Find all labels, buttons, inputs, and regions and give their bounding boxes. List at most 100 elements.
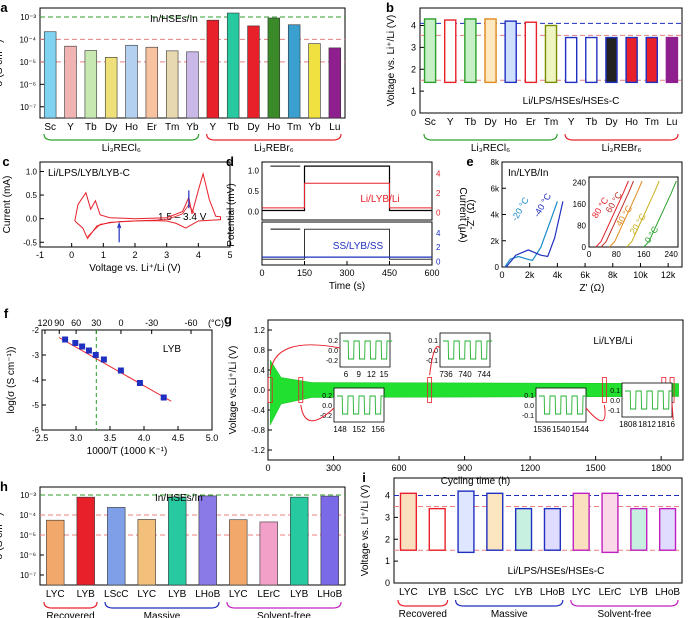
inset-y-tick-label: 0 bbox=[582, 243, 587, 252]
y-tick-label-right: 0 bbox=[436, 208, 441, 217]
x-axis-label: Z' (Ω) bbox=[580, 283, 605, 294]
inset-tick-label: 12 bbox=[367, 370, 376, 379]
panel-d-label: d bbox=[226, 154, 234, 169]
category-label: Ho bbox=[267, 122, 280, 133]
panel-f-frame bbox=[41, 329, 213, 431]
data-point bbox=[72, 340, 79, 346]
y-tick-label: 4 bbox=[385, 491, 390, 501]
eis-inset-curve-3 bbox=[626, 180, 660, 248]
x-tick-label: 2 bbox=[132, 250, 137, 260]
inset-y-tick-label: 80 bbox=[577, 221, 586, 230]
category-label: LHoB bbox=[317, 589, 342, 600]
panel-h-label: h bbox=[0, 479, 8, 494]
zoom-marker-0 bbox=[267, 377, 273, 403]
x-axis-label: Time (s) bbox=[329, 281, 365, 292]
group-bracket-recovered bbox=[43, 601, 98, 609]
panel-i-frame bbox=[393, 477, 683, 584]
category-label: LHoB bbox=[195, 589, 220, 600]
category-label: Lu bbox=[329, 122, 340, 133]
group-bracket-br-label: Li₃REBr₆ bbox=[254, 143, 294, 154]
category-label: LYB bbox=[77, 589, 95, 600]
bar-h-3 bbox=[137, 519, 156, 586]
bar-a-9 bbox=[226, 12, 240, 119]
y-tick-label: 0 bbox=[411, 108, 416, 118]
range-bar-b-11 bbox=[645, 36, 659, 84]
top-tick-label: -30 bbox=[145, 318, 158, 328]
data-point bbox=[92, 352, 99, 358]
x-tick-label: 5 bbox=[227, 250, 232, 260]
y-tick-label: -0.4 bbox=[251, 406, 265, 415]
category-label: Ho bbox=[125, 122, 138, 133]
category-label: Tm bbox=[287, 122, 301, 133]
x-tick-label: -1 bbox=[36, 250, 44, 260]
y-axis-label: Voltage vs. Li⁺/Li (V) bbox=[360, 485, 371, 576]
zoom-marker-2 bbox=[427, 377, 433, 403]
panel-c-label: c bbox=[2, 154, 9, 169]
y-tick-label: 4 bbox=[411, 21, 416, 31]
annotation: Li/LPS/HSEs/HSEs-C bbox=[508, 566, 605, 577]
category-label: Y bbox=[209, 122, 216, 133]
category-label: Lu bbox=[666, 117, 677, 128]
x-tick-label: 4.0 bbox=[138, 433, 151, 443]
y-axis-label: σ (S cm⁻¹) bbox=[0, 513, 5, 560]
inset-trace bbox=[337, 395, 387, 415]
range-bar-b-7 bbox=[564, 36, 578, 84]
category-label: Ho bbox=[504, 117, 517, 128]
data-point bbox=[85, 347, 92, 354]
inset-y-tick-label: 0.0 bbox=[328, 348, 338, 355]
callout-arrow bbox=[429, 346, 441, 376]
x-tick-label: 3.5 bbox=[104, 433, 117, 443]
range-bar-i-9 bbox=[658, 507, 677, 551]
x-tick-label: 4.5 bbox=[172, 433, 185, 443]
data-point bbox=[136, 380, 143, 386]
y-tick-label-right: 4 bbox=[436, 229, 441, 238]
top-axis-unit: (°C) bbox=[208, 318, 224, 328]
y-tick-label: -4 bbox=[32, 376, 40, 385]
inset-trace bbox=[343, 340, 393, 360]
category-label: Er bbox=[526, 117, 537, 128]
group-bracket-cl-label: Li₃RECl₆ bbox=[102, 143, 141, 154]
range-bar-i-5 bbox=[543, 507, 562, 551]
range-bar-i-3 bbox=[486, 492, 504, 551]
y-axis-label: Voltage vs.Li⁺/Li (V) bbox=[228, 346, 239, 435]
bar-a-3 bbox=[104, 56, 118, 119]
panel-g-label: g bbox=[224, 312, 232, 327]
panel-i-label: i bbox=[362, 470, 366, 485]
category-label: LErC bbox=[257, 589, 280, 600]
inset-y-tick-label: 0.0 bbox=[428, 348, 438, 355]
range-bar-b-1 bbox=[443, 19, 457, 84]
voltage-band bbox=[269, 359, 679, 426]
inset-y-tick-label: 0.0 bbox=[524, 403, 534, 410]
range-bar-b-4 bbox=[504, 20, 517, 84]
range-bar-b-2 bbox=[464, 18, 477, 84]
category-label: LYB bbox=[515, 587, 533, 598]
bar-a-6 bbox=[165, 50, 179, 119]
y-tick-label: 10⁻⁷ bbox=[20, 103, 36, 112]
current-trace-top bbox=[262, 182, 432, 209]
bar-h-1 bbox=[76, 496, 95, 586]
inset-y-tick-label: -0.1 bbox=[608, 408, 620, 415]
inset-tick-label: 156 bbox=[371, 425, 385, 434]
y-tick-label-right: 2 bbox=[436, 189, 441, 198]
y-tick-label: 10⁻³ bbox=[20, 491, 36, 500]
inset-y-tick-label: 0.0 bbox=[610, 398, 620, 405]
callout-arrow bbox=[671, 402, 674, 420]
bar-h-7 bbox=[259, 521, 278, 586]
category-label: Tb bbox=[227, 122, 239, 133]
inset-tick-label: 1544 bbox=[571, 425, 589, 434]
group-bracket-solvent-label: Solvent-free bbox=[257, 611, 311, 618]
y-tick-label-right: 0 bbox=[436, 257, 441, 266]
x-tick-label: 300 bbox=[326, 463, 341, 473]
bar-h-4 bbox=[168, 496, 187, 586]
x-tick-label: 450 bbox=[382, 268, 397, 278]
bar-a-7 bbox=[186, 51, 199, 119]
x-tick-label: 1200 bbox=[520, 463, 540, 473]
inset-trace bbox=[443, 340, 493, 360]
x-tick-label: 5.0 bbox=[206, 433, 219, 443]
category-label: LYC bbox=[572, 587, 591, 598]
y-tick-label-right: 4 bbox=[436, 170, 441, 179]
y-tick-label: -5 bbox=[32, 401, 40, 410]
x-tick-label: 600 bbox=[392, 463, 407, 473]
x-tick-label: 4k bbox=[553, 270, 563, 280]
inset-tick-label: 740 bbox=[458, 370, 472, 379]
